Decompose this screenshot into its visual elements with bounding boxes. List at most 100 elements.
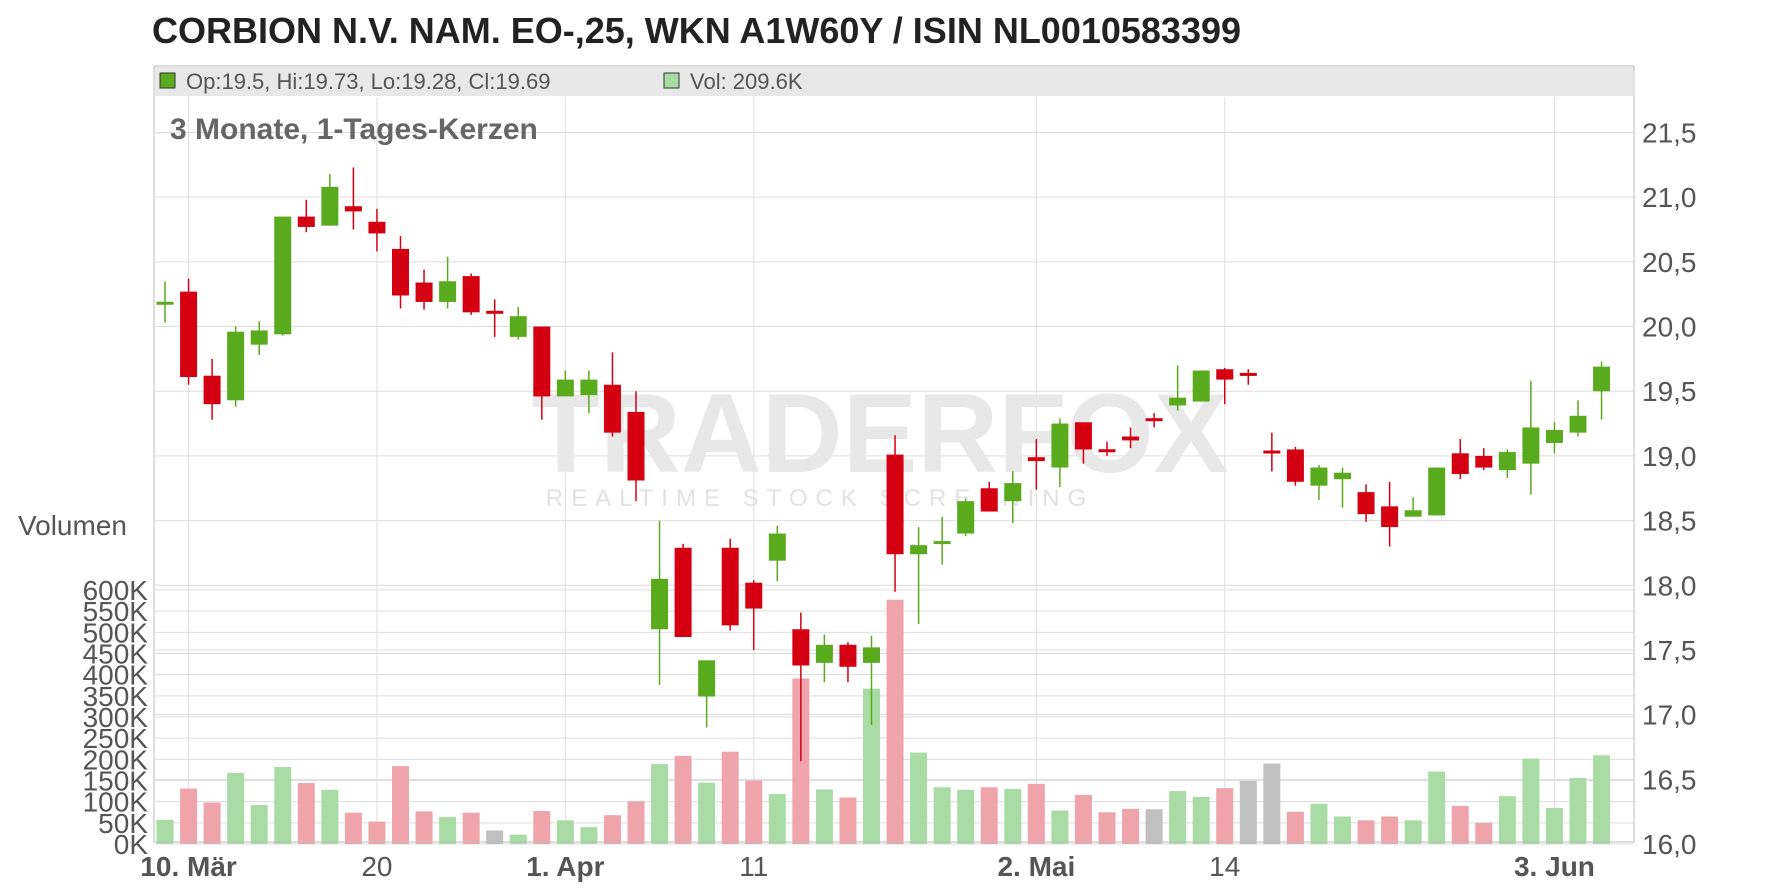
candle-down	[603, 384, 621, 433]
volume-axis-label: Volumen	[18, 510, 127, 541]
candle-up	[1334, 472, 1351, 480]
volume-tick-label: 50K	[98, 808, 148, 839]
price-tick-label: 21,5	[1642, 118, 1697, 149]
candle-down	[1475, 455, 1493, 468]
volume-tick-label: 600K	[83, 575, 149, 606]
volume-bar	[392, 766, 409, 844]
candle-down	[415, 282, 433, 302]
volume-bars	[156, 599, 1611, 844]
price-tick-label: 19,0	[1642, 441, 1697, 472]
volume-bar	[1074, 794, 1092, 844]
chart-title: CORBION N.V. NAM. EO-,25, WKN A1W60Y / I…	[152, 10, 1242, 51]
watermark-brand: TRADERFOX	[532, 371, 1229, 496]
price-axis: 16,0 16,5 17,0 17,5 18,0 18,5 19,0 19,5 20,0 20,5…	[1642, 118, 1697, 861]
price-tick-label: 17,0	[1642, 700, 1697, 731]
chart-subtitle: 3 Monate, 1-Tages-Kerzen	[170, 113, 538, 146]
volume-bar	[1216, 788, 1234, 844]
candle-up	[439, 281, 457, 302]
volume-tick-label: 0K	[114, 829, 149, 860]
volume-bar	[1098, 812, 1116, 844]
volume-bar	[863, 688, 880, 844]
volume-bar	[815, 789, 833, 844]
price-tick-label: 17,5	[1642, 635, 1697, 666]
candle-up	[1428, 467, 1446, 516]
volume-bar	[1122, 808, 1140, 844]
candle-down	[486, 310, 504, 314]
volume-bar	[886, 599, 904, 844]
candle-down	[297, 216, 315, 227]
candle-up	[1169, 397, 1187, 406]
volume-bar	[556, 820, 574, 844]
volume-tick-label: 550K	[83, 596, 149, 627]
volume-bar	[603, 815, 621, 844]
candle-down	[344, 206, 362, 212]
candle-down	[1381, 506, 1399, 528]
volume-bar	[839, 797, 857, 844]
date-tick-label: 2. Mai	[997, 851, 1075, 882]
candle-up	[156, 301, 174, 305]
candle-down	[1286, 449, 1304, 482]
volume-bar	[1145, 809, 1163, 844]
volume-bar	[344, 812, 362, 844]
volume-bar	[180, 788, 198, 844]
volume-bar	[1334, 816, 1351, 844]
volume-bar	[1404, 820, 1422, 844]
price-tick-label: 16,5	[1642, 764, 1697, 795]
volume-bar	[1569, 777, 1587, 844]
volume-bar	[156, 819, 174, 844]
candle-down	[1451, 453, 1469, 475]
volume-tick-label: 350K	[83, 681, 149, 712]
candle-down	[1145, 418, 1163, 422]
volume-bar	[509, 834, 527, 844]
candle-down	[839, 644, 857, 667]
candle-up	[274, 216, 292, 335]
candle-down	[180, 291, 198, 377]
candle-down	[1122, 436, 1140, 441]
plot-frame	[153, 65, 1635, 843]
volume-bar	[415, 811, 433, 844]
volume-bar	[462, 812, 480, 844]
volume-tick-label: 100K	[83, 787, 149, 818]
candle-up	[250, 330, 268, 345]
candle-up	[1404, 510, 1422, 517]
price-candles	[156, 167, 1611, 762]
volume-bar	[486, 830, 504, 844]
volume-tick-label: 300K	[83, 702, 149, 733]
volume-bar	[580, 827, 598, 844]
candle-up	[933, 541, 951, 545]
volume-axis: 0K50K100K150K200K250K300K350K400K450K500…	[83, 575, 149, 860]
candle-down	[1074, 422, 1092, 450]
volume-bar	[1357, 820, 1375, 844]
candle-up	[1004, 483, 1022, 502]
volume-bar	[1027, 783, 1045, 844]
candle-up	[863, 647, 880, 663]
volume-tick-label: 250K	[83, 723, 149, 754]
volume-bar	[957, 789, 975, 844]
candle-up	[321, 186, 339, 226]
volume-bar	[933, 787, 951, 844]
price-tick-label: 20,0	[1642, 312, 1697, 343]
volume-bar	[1004, 788, 1022, 844]
volume-bar	[1451, 805, 1469, 844]
candle-up	[556, 379, 574, 397]
candle-down	[745, 582, 763, 609]
price-tick-label: 16,0	[1642, 829, 1697, 860]
volume-bar	[1545, 808, 1563, 844]
date-tick-label: 10. Mär	[140, 851, 237, 882]
candle-down	[886, 454, 904, 555]
volume-tick-label: 200K	[83, 744, 149, 775]
volume-bar	[1192, 797, 1210, 844]
volume-bar	[980, 787, 998, 844]
price-tick-label: 18,5	[1642, 506, 1697, 537]
candle-up	[910, 545, 928, 555]
volume-bar	[1475, 822, 1493, 844]
volume-bar	[250, 805, 268, 844]
candle-down	[980, 488, 998, 512]
volume-bar	[439, 816, 457, 844]
candle-down	[368, 221, 386, 234]
price-tick-label: 21,0	[1642, 182, 1697, 213]
date-axis: 10. Mär 20 1. Apr 11 2. Mai 14 3. Jun	[140, 851, 1595, 882]
volume-bar	[1522, 758, 1540, 844]
candle-down	[674, 547, 692, 638]
